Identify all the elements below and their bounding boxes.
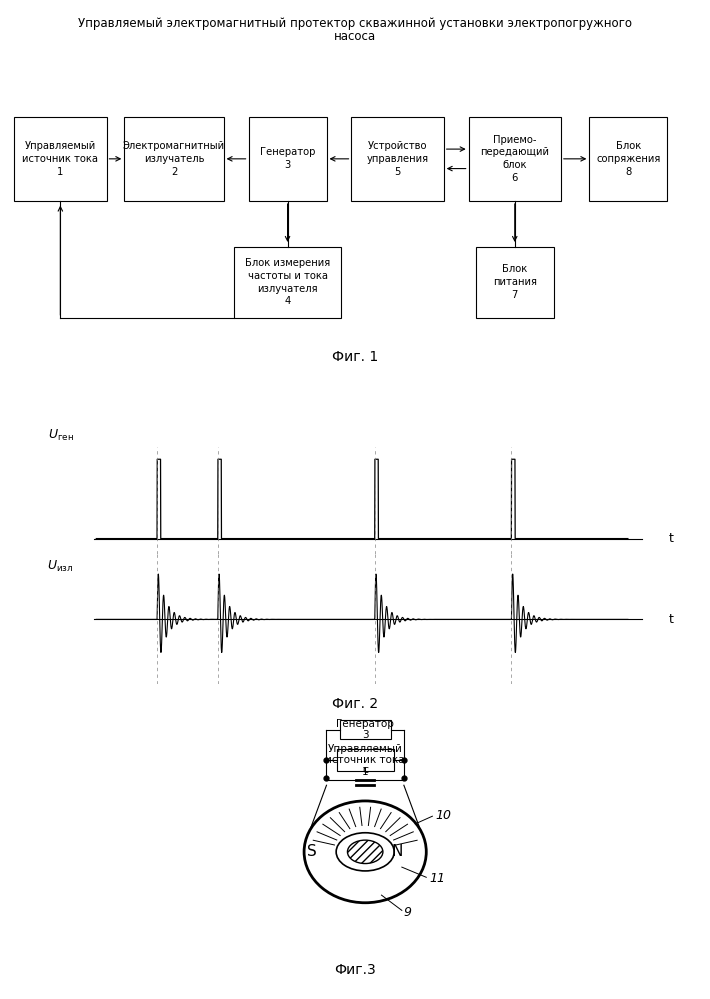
Text: Управляемый электромагнитный протектор скважинной установки электропогружного: Управляемый электромагнитный протектор с… bbox=[78, 17, 632, 30]
Text: 9: 9 bbox=[404, 906, 412, 919]
Bar bbox=[337, 749, 393, 771]
Bar bbox=[339, 720, 391, 739]
Text: Фиг.3: Фиг.3 bbox=[334, 963, 376, 977]
Bar bbox=[469, 117, 561, 201]
Ellipse shape bbox=[304, 801, 426, 903]
Text: Управляемый
источник тока
1: Управляемый источник тока 1 bbox=[22, 141, 99, 177]
Text: S: S bbox=[307, 844, 316, 859]
Text: Блок
сопряжения
8: Блок сопряжения 8 bbox=[596, 141, 660, 177]
Text: $U_{\mathregular{ген}}$: $U_{\mathregular{ген}}$ bbox=[48, 428, 74, 443]
Text: 11: 11 bbox=[430, 872, 445, 885]
Text: Блок
питания
7: Блок питания 7 bbox=[493, 265, 537, 300]
Bar bbox=[248, 117, 327, 201]
Text: Электромагнитный
излучатель
2: Электромагнитный излучатель 2 bbox=[123, 141, 225, 177]
Bar bbox=[124, 117, 224, 201]
Text: Генератор
3: Генератор 3 bbox=[337, 719, 394, 740]
Bar bbox=[589, 117, 667, 201]
Text: насоса: насоса bbox=[334, 30, 376, 43]
Text: $U_{\mathregular{изл}}$: $U_{\mathregular{изл}}$ bbox=[47, 558, 74, 573]
Bar bbox=[476, 247, 554, 318]
Text: N: N bbox=[391, 844, 403, 859]
Text: t: t bbox=[668, 612, 673, 626]
Text: Приемо-
передающий
блок
6: Приемо- передающий блок 6 bbox=[480, 135, 550, 183]
Text: Фиг. 1: Фиг. 1 bbox=[332, 350, 378, 364]
Bar bbox=[351, 117, 444, 201]
Ellipse shape bbox=[336, 833, 394, 871]
Bar bbox=[234, 247, 341, 318]
Text: 10: 10 bbox=[435, 808, 452, 822]
Bar bbox=[14, 117, 106, 201]
Text: t: t bbox=[668, 532, 673, 545]
Text: Устройство
управления
5: Устройство управления 5 bbox=[366, 141, 429, 177]
Text: c: c bbox=[362, 765, 368, 775]
Text: Фиг. 2: Фиг. 2 bbox=[332, 697, 378, 711]
Text: Блок измерения
частоты и тока
излучателя
4: Блок измерения частоты и тока излучателя… bbox=[245, 258, 330, 307]
Ellipse shape bbox=[347, 840, 383, 863]
Text: Управляемый
источник тока
1: Управляемый источник тока 1 bbox=[325, 743, 405, 777]
Text: Генератор
3: Генератор 3 bbox=[260, 148, 315, 170]
